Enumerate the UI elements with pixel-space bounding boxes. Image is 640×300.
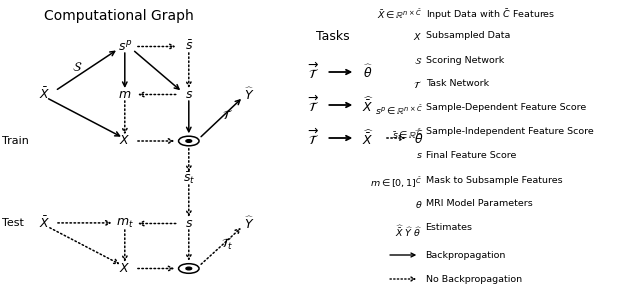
Text: Sample-Independent Feature Score: Sample-Independent Feature Score (426, 128, 593, 136)
Text: Input Data with $\bar{C}$ Features: Input Data with $\bar{C}$ Features (426, 8, 555, 22)
Text: Scoring Network: Scoring Network (426, 56, 504, 64)
Text: Estimates: Estimates (426, 224, 472, 232)
Text: $\overrightarrow{\mathcal{T}}$: $\overrightarrow{\mathcal{T}}$ (308, 62, 319, 82)
Text: $\bar{s}$: $\bar{s}$ (185, 40, 193, 53)
Text: Tasks: Tasks (316, 30, 349, 43)
Text: $\widehat{\theta}$: $\widehat{\theta}$ (414, 130, 424, 146)
Text: Mask to Subsample Features: Mask to Subsample Features (426, 176, 562, 184)
Text: $m$: $m$ (118, 88, 131, 101)
Text: $X$: $X$ (119, 134, 131, 148)
Text: Test: Test (2, 218, 24, 229)
Text: $\mathcal{T}$: $\mathcal{T}$ (413, 80, 422, 91)
Text: Subsampled Data: Subsampled Data (426, 32, 510, 40)
Circle shape (186, 140, 191, 142)
Text: $\bar{s} \in \mathbb{R}^{\bar{C}}$: $\bar{s} \in \mathbb{R}^{\bar{C}}$ (392, 128, 422, 141)
Text: $s$: $s$ (415, 152, 422, 160)
Text: $\widehat{Y}$: $\widehat{Y}$ (244, 215, 255, 232)
Text: $\mathcal{S}$: $\mathcal{S}$ (414, 56, 422, 65)
Text: $\widehat{\bar{X}}$: $\widehat{\bar{X}}$ (362, 95, 374, 115)
Text: $\bar{X} \in \mathbb{R}^{n \times \bar{C}}$: $\bar{X} \in \mathbb{R}^{n \times \bar{C… (378, 8, 422, 21)
Text: $\widehat{\bar{X}}\ \widehat{Y}\ \widehat{\theta}$: $\widehat{\bar{X}}\ \widehat{Y}\ \wideha… (396, 224, 422, 239)
Text: Backpropagation: Backpropagation (426, 251, 506, 260)
Text: Computational Graph: Computational Graph (44, 9, 193, 23)
Text: $\widehat{\theta}$: $\widehat{\theta}$ (363, 64, 373, 80)
Text: $\mathcal{S}$: $\mathcal{S}$ (72, 61, 82, 74)
Text: $X$: $X$ (119, 262, 131, 275)
Text: $X$: $X$ (413, 32, 422, 43)
Text: $s$: $s$ (185, 217, 193, 230)
Text: $\overrightarrow{\mathcal{T}}$: $\overrightarrow{\mathcal{T}}$ (308, 95, 319, 115)
Text: No Backpropagation: No Backpropagation (426, 275, 522, 284)
Text: $\bar{s}_t$: $\bar{s}_t$ (182, 171, 195, 186)
Text: $s^p$: $s^p$ (118, 40, 132, 53)
Text: $\widehat{Y}$: $\widehat{Y}$ (244, 86, 255, 103)
Text: $\bar{X}$: $\bar{X}$ (39, 87, 51, 102)
Text: $\mathcal{T}_t$: $\mathcal{T}_t$ (221, 237, 234, 252)
Text: Task Network: Task Network (426, 80, 489, 88)
Text: $\widehat{\bar{X}}$: $\widehat{\bar{X}}$ (362, 128, 374, 148)
Text: Final Feature Score: Final Feature Score (426, 152, 516, 160)
Text: $\mathcal{T}$: $\mathcal{T}$ (221, 109, 233, 122)
Circle shape (186, 267, 191, 270)
Text: Sample-Dependent Feature Score: Sample-Dependent Feature Score (426, 103, 586, 112)
Text: MRI Model Parameters: MRI Model Parameters (426, 200, 532, 208)
Text: $\bar{X}$: $\bar{X}$ (39, 216, 51, 231)
Text: $s^p \in \mathbb{R}^{n \times \bar{C}}$: $s^p \in \mathbb{R}^{n \times \bar{C}}$ (374, 103, 422, 117)
Text: Train: Train (2, 136, 29, 146)
Text: $\overrightarrow{\mathcal{T}}$: $\overrightarrow{\mathcal{T}}$ (308, 128, 319, 148)
Text: $\theta$: $\theta$ (415, 200, 422, 211)
Text: $m_t$: $m_t$ (116, 217, 134, 230)
Text: $s$: $s$ (185, 88, 193, 101)
Text: $m \in [0,1]^{\bar{C}}$: $m \in [0,1]^{\bar{C}}$ (370, 176, 422, 190)
